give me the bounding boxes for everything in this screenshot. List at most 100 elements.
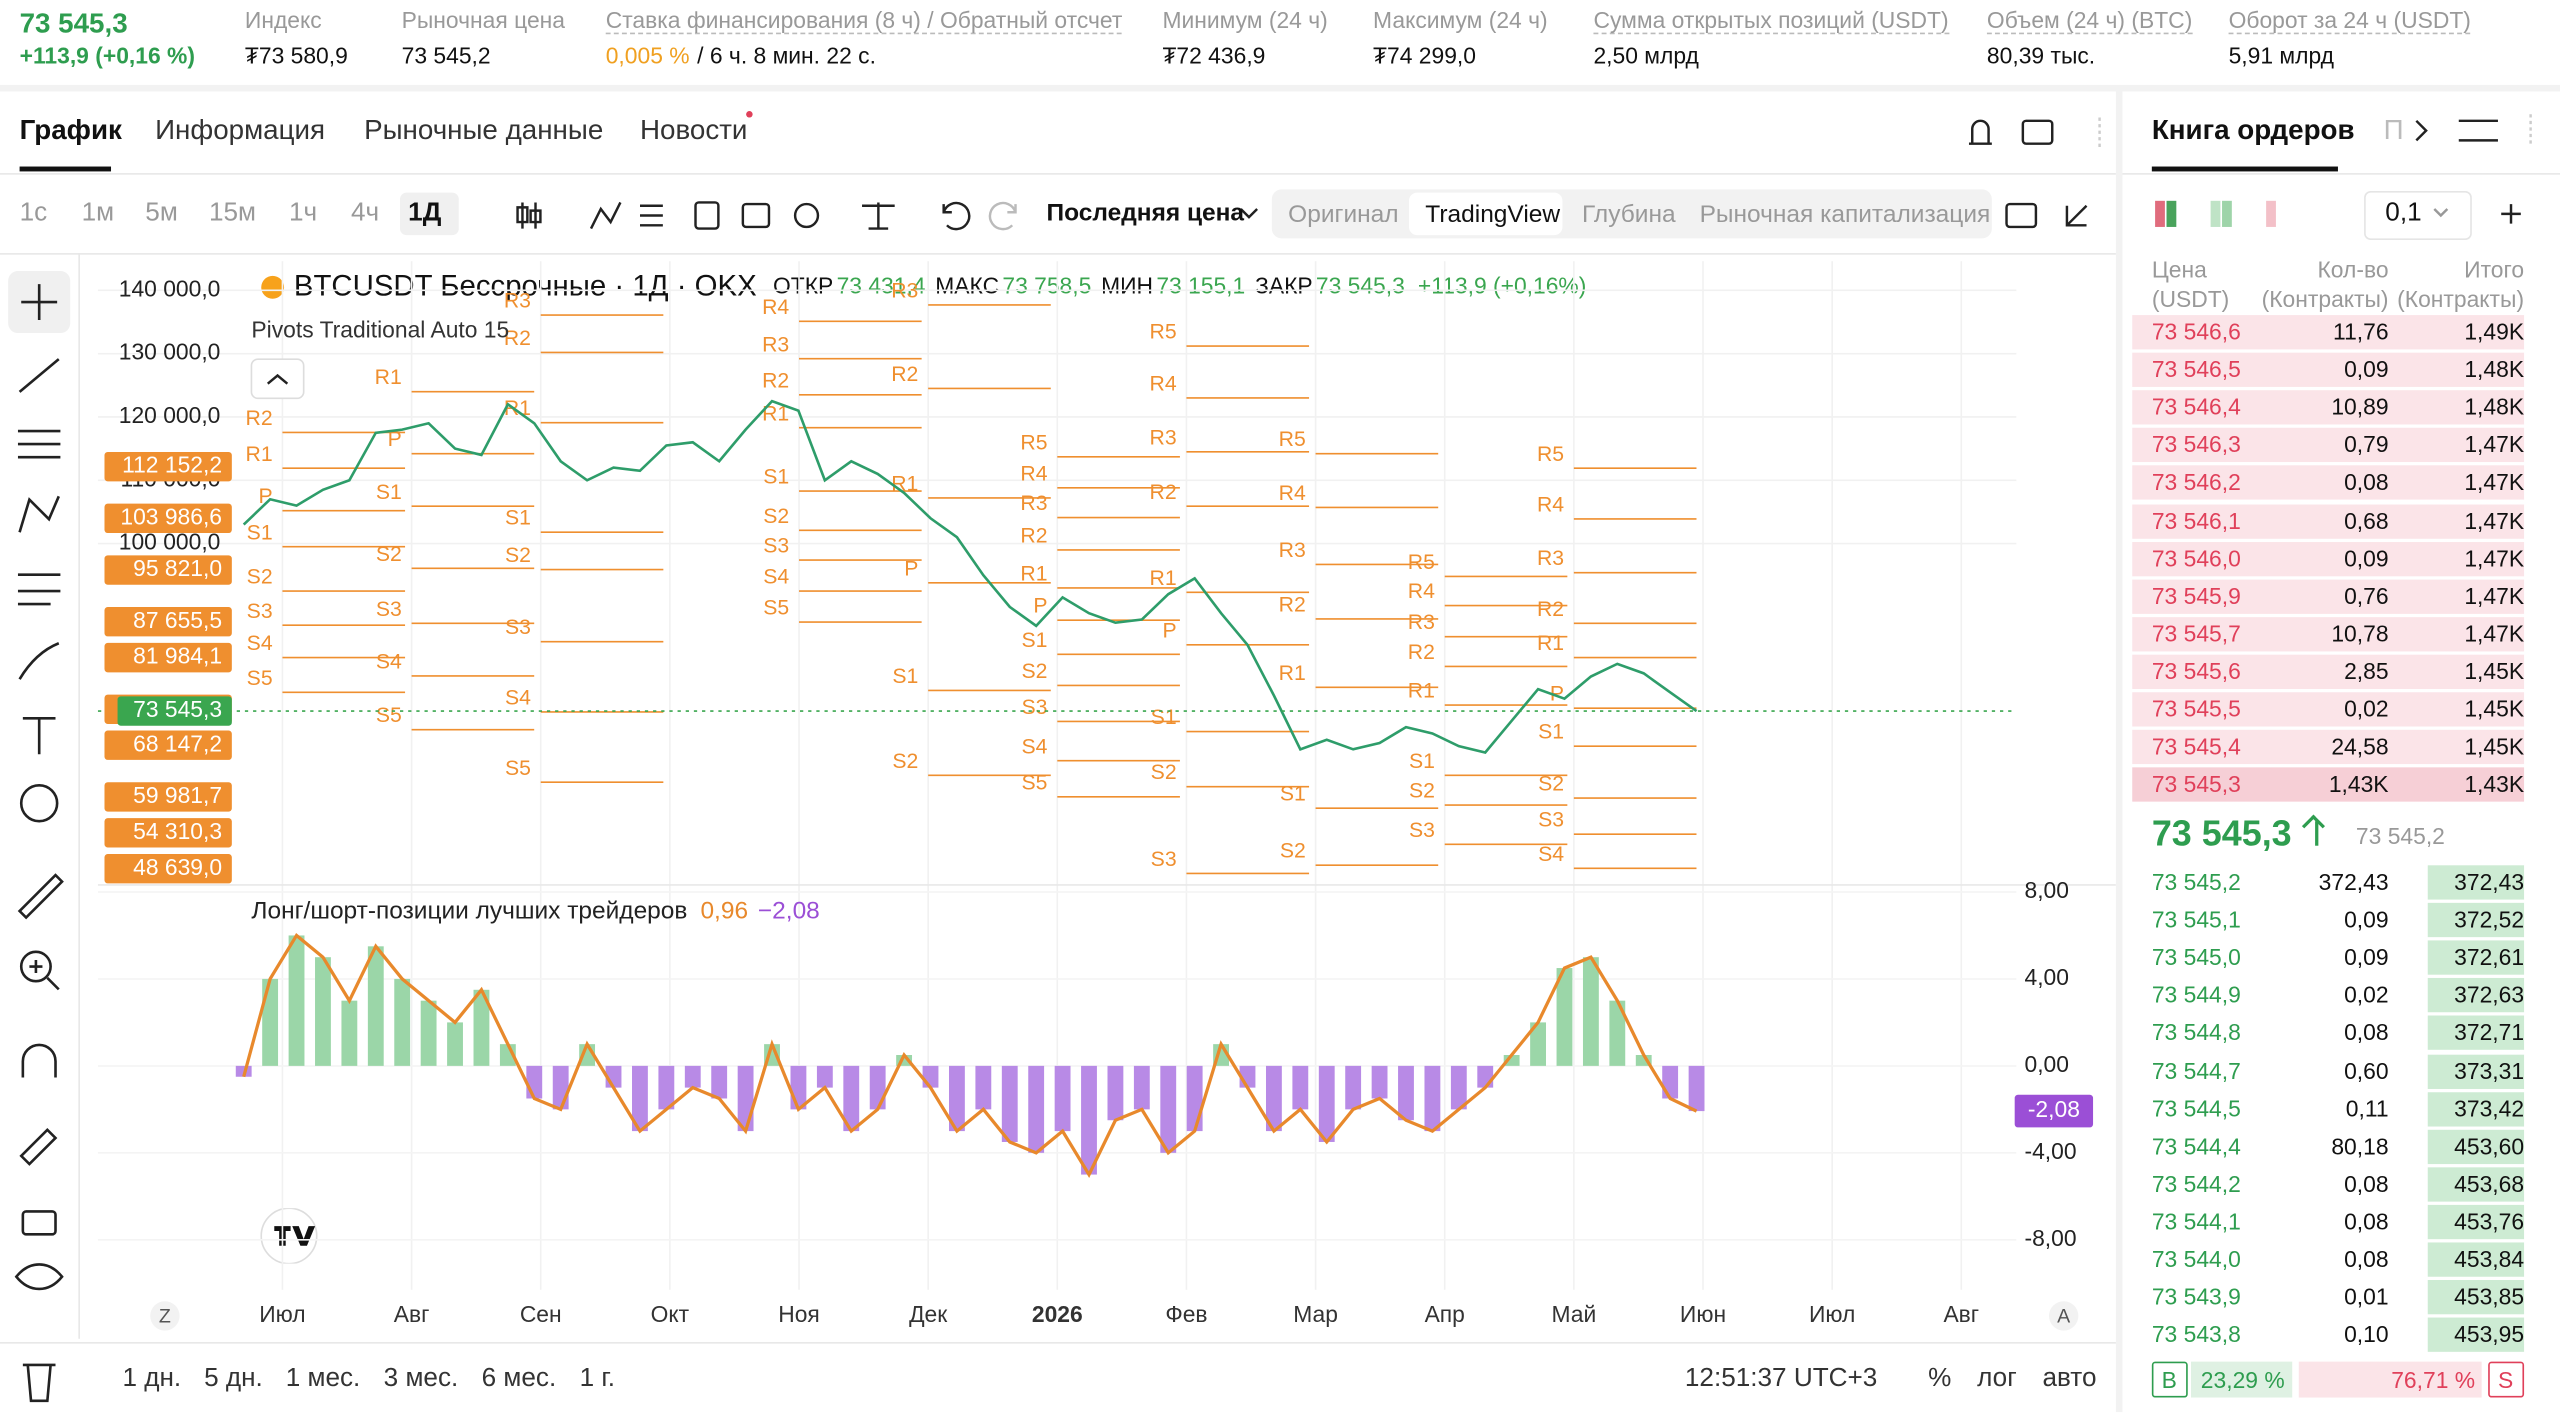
interval[interactable]: 5м [145,199,178,227]
view[interactable]: TradingView [1425,200,1561,229]
price-badge-label: 48 639,0 [133,854,222,880]
range-button[interactable]: 1 г. [579,1364,615,1393]
tab[interactable]: Информация [155,114,326,146]
indicators-icon[interactable] [589,201,622,230]
legend-item: 73 545,3 [1316,272,1405,298]
settings-icon[interactable] [793,202,820,229]
quantity: 0,79 [2344,431,2389,458]
next-tab[interactable]: П [2383,114,2404,146]
eye-icon[interactable] [14,1263,64,1291]
scale-option[interactable]: авто [2042,1364,2097,1393]
forecast-icon[interactable] [17,573,61,606]
pivot-label: S3 [1538,809,1564,832]
view[interactable]: Рыночная капитализация [1699,200,1991,229]
divider [78,253,80,1339]
pivot-label: S1 [763,466,789,489]
price-badge-label: 59 981,7 [133,782,222,808]
crosshair-icon[interactable] [21,284,58,320]
indicator-bar [1028,1065,1045,1153]
templates-icon[interactable] [639,204,663,227]
interval[interactable]: 15м [208,199,256,227]
order-book-title[interactable]: Книга ордеров [2151,114,2355,146]
bid-depth [2427,903,2525,938]
price: 73 546,4 [2151,393,2241,420]
pivot-label: R5 [1279,428,1306,451]
chart-type-icon[interactable] [516,202,542,229]
stat-label: Ставка финансирования (8 ч) / Обратный о… [605,6,1123,35]
total: 373,31 [2454,1057,2525,1084]
pattern-icon[interactable] [18,495,60,533]
scale-option[interactable]: % [1928,1364,1952,1393]
range-button[interactable]: 1 мес. [285,1364,361,1393]
fullscreen-icon[interactable] [2065,204,2088,227]
y-tick-label: 140 000,0 [119,275,221,301]
indicator-bar [1609,1000,1626,1066]
replay-icon[interactable] [741,202,771,229]
scale-option[interactable]: лог [1977,1364,2017,1393]
range-button[interactable]: 3 мес. [383,1364,459,1393]
fib-icon[interactable] [17,429,61,459]
range-button[interactable]: 1 дн. [122,1364,182,1393]
interval[interactable]: 1м [81,199,115,227]
dropdown-icon[interactable] [1239,208,1259,219]
alert-icon[interactable] [694,201,720,230]
brush-icon[interactable] [18,642,60,680]
magnet-icon[interactable] [21,1043,57,1078]
interval[interactable]: 1с [19,199,48,227]
x-tick-label: Май [1551,1301,1596,1327]
emoji-icon[interactable] [19,783,59,823]
tab[interactable]: Новости [639,114,748,146]
pivot-label: S4 [763,566,789,589]
interval[interactable]: 1ч [288,199,318,227]
indicator-bar [1318,1065,1335,1142]
bid-depth [2427,1317,2525,1353]
interval[interactable]: 4ч [351,199,380,227]
clock: 12:51:37 UTC+3 [1684,1364,1878,1393]
sell-label: S [2497,1366,2514,1393]
range-button[interactable]: 5 дн. [204,1364,263,1393]
ask-depth [2132,352,2525,388]
stat-value: 73 545,2 [401,42,491,69]
indicator-bar [684,1065,701,1088]
settings-icon[interactable] [2458,119,2498,142]
lock-icon[interactable] [21,1210,57,1236]
zoom-icon[interactable] [19,950,52,983]
redo-icon[interactable] [988,201,1017,231]
pivot-label: R4 [762,296,789,319]
tick-size-buttons[interactable] [2400,204,2521,224]
view[interactable]: Глубина [1582,200,1676,229]
layout-icon[interactable] [2021,119,2054,145]
alert-add-icon[interactable] [1968,119,1992,145]
quantity: 0,01 [2344,1283,2389,1310]
price-source[interactable]: Последняя цена [1046,199,1245,227]
tick-size[interactable]: 0,1 [2385,199,2422,227]
line-icon[interactable] [18,358,60,393]
interval[interactable]: 1Д [408,199,442,227]
bid-depth [2427,1016,2525,1051]
screenshot-icon[interactable] [2005,202,2038,229]
sell-share: 76,71 % [2391,1366,2476,1393]
indicator-badge-label: -2,08 [2028,1096,2080,1122]
lock-draw-icon[interactable] [19,1127,58,1166]
undo-icon[interactable] [942,201,971,231]
ruler-icon[interactable] [17,873,64,920]
pivot-label: R4 [1150,373,1177,396]
ask-depth [2132,692,2525,727]
views-bg [1271,189,1992,239]
pivot-label: R2 [891,363,918,386]
compare-icon[interactable] [862,202,895,230]
legend-item: МИН [1101,272,1153,298]
tab[interactable]: Рыночные данные [364,114,604,146]
tabs-next-icon[interactable] [2415,119,2428,142]
quantity: 10,78 [2331,620,2389,647]
view[interactable]: Оригинал [1288,200,1399,229]
quantity: 0,10 [2344,1321,2389,1348]
pivot-label: P [1550,683,1564,706]
price: 73 546,5 [2151,356,2241,383]
text-icon[interactable] [22,717,56,755]
pivot-label: S2 [247,566,273,589]
pivot-label: R2 [504,327,531,350]
range-button[interactable]: 6 мес. [481,1364,557,1393]
tab[interactable]: График [19,114,122,146]
trash-icon[interactable] [22,1363,56,1403]
